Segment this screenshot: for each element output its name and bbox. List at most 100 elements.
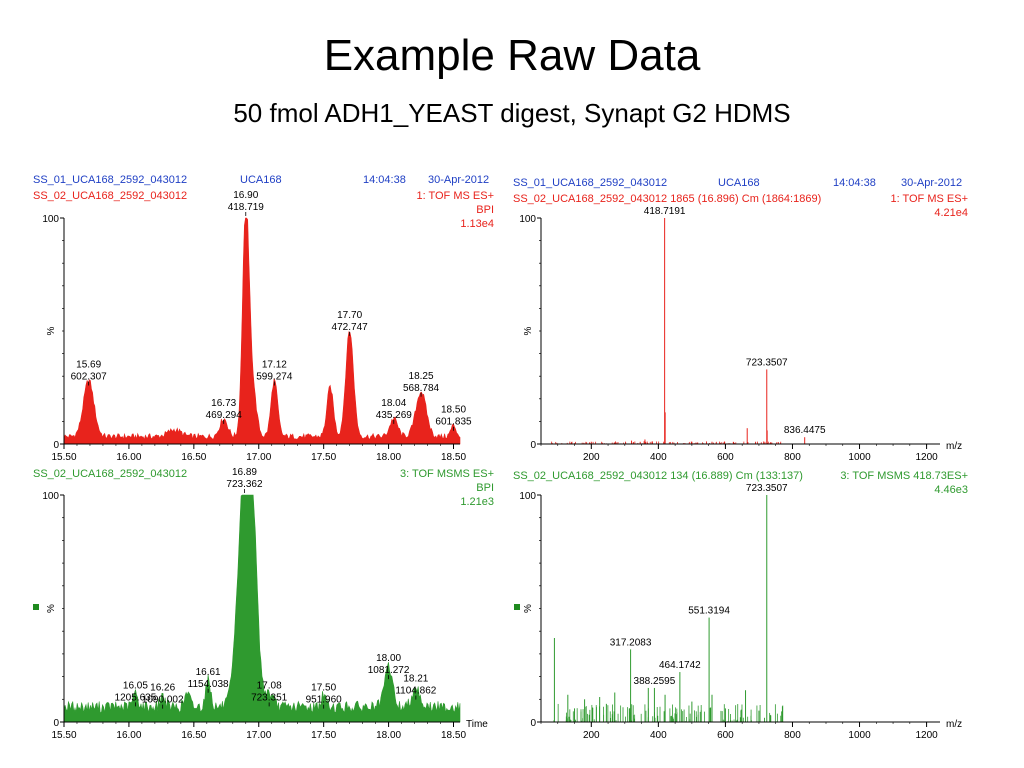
x-tick-label: 400 [650, 452, 667, 463]
peak-mz-label: 951.960 [306, 695, 343, 706]
y-axis-label: % [46, 326, 57, 335]
peak-mz-label: 601.835 [435, 417, 472, 428]
y-tick-label: 0 [530, 718, 536, 729]
x-axis-label: m/z [946, 719, 962, 730]
peak-rt-label: 17.08 [257, 680, 282, 691]
mode-label: BPI [476, 204, 494, 216]
peak-mz-label: 602.307 [71, 372, 108, 383]
slide-title: Example Raw Data [323, 31, 701, 80]
peak-mz-label: 472.747 [332, 322, 369, 333]
header-time: 14:04:38 [363, 174, 406, 186]
peak-rt-label: 16.26 [150, 683, 175, 694]
x-tick-label: 15.50 [51, 452, 76, 463]
function-label: 3: TOF MSMS 418.73ES+ [840, 470, 968, 482]
x-tick-label: 400 [650, 730, 667, 741]
peak-mz-label: 723.362 [226, 479, 263, 490]
slide-subtitle: 50 fmol ADH1_YEAST digest, Synapt G2 HDM… [233, 98, 791, 128]
x-tick-label: 600 [717, 730, 734, 741]
header-file: SS_01_UCA168_2592_043012 [513, 177, 668, 189]
x-tick-label: 600 [717, 452, 734, 463]
peak-rt-label: 17.70 [337, 310, 362, 321]
y-axis-label: % [523, 604, 534, 613]
y-axis-label: % [523, 326, 534, 335]
y-tick-label: 0 [53, 718, 59, 729]
x-tick-label: 800 [784, 730, 801, 741]
header-time: 14:04:38 [833, 177, 876, 189]
peak-rt-label: 18.21 [403, 674, 428, 685]
x-tick-label: 18.50 [441, 452, 466, 463]
peak-mz-label: 568.784 [403, 383, 440, 394]
peak-mz-label: 723.351 [251, 692, 288, 703]
x-tick-label: 16.00 [116, 730, 141, 741]
y-tick-label: 100 [519, 491, 536, 502]
intensity-label: 4.46e3 [934, 484, 968, 496]
header-file: SS_02_UCA168_2592_043012 [33, 468, 188, 480]
peak-label: 317.2083 [610, 637, 652, 648]
y-tick-label: 0 [53, 440, 59, 451]
x-tick-label: 17.00 [246, 730, 271, 741]
y-axis-label: % [46, 604, 57, 613]
x-tick-label: 1200 [915, 730, 938, 741]
header-file-2: SS_02_UCA168_2592_043012 [33, 190, 188, 202]
peak-mz-label: 1104.862 [395, 686, 436, 697]
peak-mz-label: 1081.272 [368, 665, 410, 676]
x-tick-label: 18.00 [376, 730, 401, 741]
x-tick-label: 17.00 [246, 452, 271, 463]
x-tick-label: 1200 [915, 452, 938, 463]
peak-label: 836.4475 [784, 425, 826, 436]
peak-label: 551.3194 [688, 606, 730, 617]
y-tick-label: 100 [42, 491, 59, 502]
y-tick-label: 0 [530, 440, 536, 451]
peak-mz-label: 418.719 [228, 202, 265, 213]
legend-marker-icon [514, 604, 520, 610]
x-axis-label: m/z [946, 441, 962, 452]
peak-rt-label: 18.00 [376, 653, 401, 664]
peak-rt-label: 17.12 [262, 360, 287, 371]
x-tick-label: 16.00 [116, 452, 141, 463]
peak-rt-label: 17.50 [311, 683, 336, 694]
peak-mz-label: 1090.002 [142, 695, 184, 706]
x-tick-label: 18.00 [376, 452, 401, 463]
intensity-label: 1.13e4 [460, 218, 494, 230]
x-tick-label: 15.50 [51, 730, 76, 741]
header-sample: UCA168 [718, 177, 760, 189]
legend-marker-icon [33, 604, 39, 610]
peak-label: 723.3507 [746, 483, 788, 494]
header-date: 30-Apr-2012 [901, 177, 963, 189]
x-tick-label: 17.50 [311, 730, 336, 741]
header-scan: SS_02_UCA168_2592_043012 134 (16.889) Cm… [513, 470, 803, 482]
peak-rt-label: 15.69 [76, 360, 101, 371]
function-label: 3: TOF MSMS ES+ [399, 468, 494, 480]
x-tick-label: 1000 [848, 452, 871, 463]
header-scan: SS_02_UCA168_2592_043012 1865 (16.896) C… [513, 193, 822, 205]
trace-area [63, 217, 461, 445]
function-label: 1: TOF MS ES+ [416, 190, 494, 202]
x-tick-label: 17.50 [311, 452, 336, 463]
peak-rt-label: 16.61 [196, 667, 221, 678]
peak-rt-label: 18.04 [381, 398, 406, 409]
peak-rt-label: 18.25 [409, 371, 434, 382]
peak-rt-label: 16.90 [233, 190, 258, 201]
y-tick-label: 100 [519, 214, 536, 225]
trace-area [63, 494, 461, 723]
mode-label: BPI [476, 482, 494, 494]
x-tick-label: 200 [583, 730, 600, 741]
intensity-label: 1.21e3 [460, 496, 494, 508]
y-tick-label: 100 [42, 214, 59, 225]
peak-label: 723.3507 [746, 357, 788, 368]
function-label: 1: TOF MS ES+ [890, 193, 968, 205]
peak-rt-label: 16.05 [123, 680, 148, 691]
header-date: 30-Apr-2012 [428, 174, 490, 186]
peak-rt-label: 16.89 [232, 467, 257, 478]
peak-label: 388.2595 [634, 676, 676, 687]
x-tick-label: 800 [784, 452, 801, 463]
peak-rt-label: 18.50 [441, 405, 466, 416]
peak-label: 464.1742 [659, 660, 701, 671]
peak-mz-label: 599.274 [256, 372, 293, 383]
x-tick-label: 16.50 [181, 730, 206, 741]
x-tick-label: 1000 [848, 730, 871, 741]
x-tick-label: 16.50 [181, 452, 206, 463]
peak-mz-label: 435.269 [376, 410, 413, 421]
peak-mz-label: 1205.635 [115, 692, 157, 703]
